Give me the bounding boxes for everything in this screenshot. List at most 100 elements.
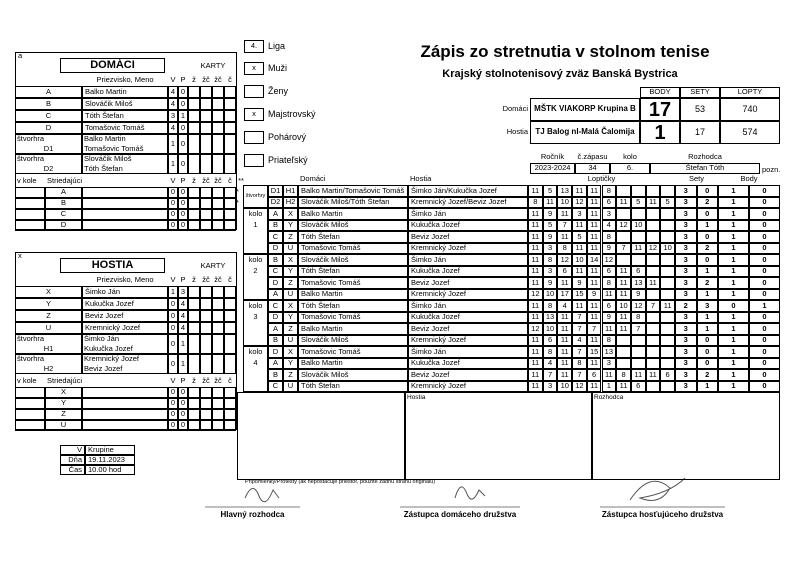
ball-score: 11 (572, 185, 587, 197)
ball-score: 11 (586, 219, 602, 231)
ball-score: 3 (542, 380, 558, 392)
ball-score (660, 185, 675, 197)
card-cell (188, 354, 200, 374)
wins: 4 (168, 122, 178, 134)
ball-score: 7 (557, 219, 573, 231)
ball-score: 11 (528, 380, 543, 392)
set-score: 0 (696, 254, 718, 266)
wins: 0 (168, 187, 178, 198)
set-score: 2 (675, 300, 697, 312)
card-cell (212, 122, 224, 134)
card-cell (224, 398, 236, 409)
ball-score: 8 (601, 334, 617, 346)
doubles-cell (15, 154, 82, 174)
match-point: 0 (749, 323, 780, 335)
card-cell (212, 310, 224, 322)
losses: 0 (178, 409, 188, 420)
losses: 4 (178, 322, 188, 334)
set-score: 2 (696, 369, 718, 381)
group-cell (243, 208, 268, 254)
card-cell (212, 298, 224, 310)
card-cell (212, 154, 224, 174)
ball-score: 11 (528, 334, 543, 346)
signature (244, 488, 280, 503)
losses: 4 (178, 310, 188, 322)
column-header: Priezvisko, Meno (96, 274, 154, 284)
player-name: Šimko Ján (82, 286, 168, 298)
home-player: Slováčik Miloš (298, 219, 408, 231)
ball-score (630, 357, 646, 369)
round-cell (15, 420, 45, 431)
card-cell (200, 86, 212, 98)
ball-score: 11 (586, 185, 602, 197)
card-cell (200, 387, 212, 398)
card-cell (188, 187, 200, 198)
away-player: Šimko Ján (408, 300, 528, 312)
wins: 0 (168, 409, 178, 420)
home-id: B (268, 254, 283, 266)
column-header: ž (192, 74, 196, 84)
ball-score: 11 (601, 369, 617, 381)
ball-score: 10 (542, 323, 558, 335)
subs-header: žč (214, 376, 222, 386)
match-point: 0 (749, 185, 780, 197)
sub-name (82, 187, 168, 198)
ball-score: 11 (557, 357, 573, 369)
ball-score (645, 323, 661, 335)
away-id: U (283, 288, 298, 300)
card-cell (224, 187, 236, 198)
ball-score: 11 (616, 196, 631, 208)
column-header: žč (214, 74, 222, 84)
ball-score: 11 (528, 346, 543, 358)
match-point: 1 (749, 300, 780, 312)
ball-score: 11 (586, 277, 602, 289)
ball-score: 3 (542, 242, 558, 254)
ball-score: 4 (572, 334, 587, 346)
ball-score: 7 (572, 369, 587, 381)
ball-score: 9 (572, 277, 587, 289)
points-total: 1 (640, 121, 680, 144)
match-point: 1 (718, 277, 749, 289)
home-id: A (268, 208, 283, 220)
group-label: kolo (248, 346, 263, 356)
wins: 0 (168, 398, 178, 409)
ball-score (616, 254, 631, 266)
set-score: 1 (696, 219, 718, 231)
card-cell (212, 110, 224, 122)
card-cell (212, 98, 224, 110)
ball-score: 11 (542, 196, 558, 208)
match-point: 1 (718, 311, 749, 323)
place-label: V (60, 445, 85, 455)
away-player: Šimko Ján (408, 208, 528, 220)
doubles-cell (15, 334, 82, 354)
subs-header: Striedajúci (47, 376, 83, 386)
match-point: 1 (718, 323, 749, 335)
card-cell (212, 187, 224, 198)
card-cell (224, 310, 236, 322)
card-cell (224, 110, 236, 122)
ball-score: 5 (660, 196, 675, 208)
ball-score: 6 (601, 300, 617, 312)
ball-score (645, 346, 661, 358)
note-label: pozn. (762, 165, 781, 175)
ball-score (630, 208, 646, 220)
player-id: C (15, 110, 82, 122)
card-cell (188, 310, 200, 322)
set-score: 3 (675, 311, 697, 323)
card-cell (212, 198, 224, 209)
ball-score: 6 (630, 265, 646, 277)
ball-score: 11 (528, 231, 543, 243)
away-player: Beviz Jozef (408, 369, 528, 381)
ball-score (616, 185, 631, 197)
ball-score: 11 (528, 369, 543, 381)
home-player: Tomašovic Tomáš (298, 242, 408, 254)
set-score: 1 (696, 323, 718, 335)
sub-note: * (236, 198, 239, 208)
ball-score: 5 (542, 185, 558, 197)
ball-score: 8 (601, 231, 617, 243)
match-point: 1 (718, 380, 749, 392)
set-score: 3 (675, 219, 697, 231)
set-score: 0 (696, 357, 718, 369)
info-label: kolo (623, 152, 637, 162)
